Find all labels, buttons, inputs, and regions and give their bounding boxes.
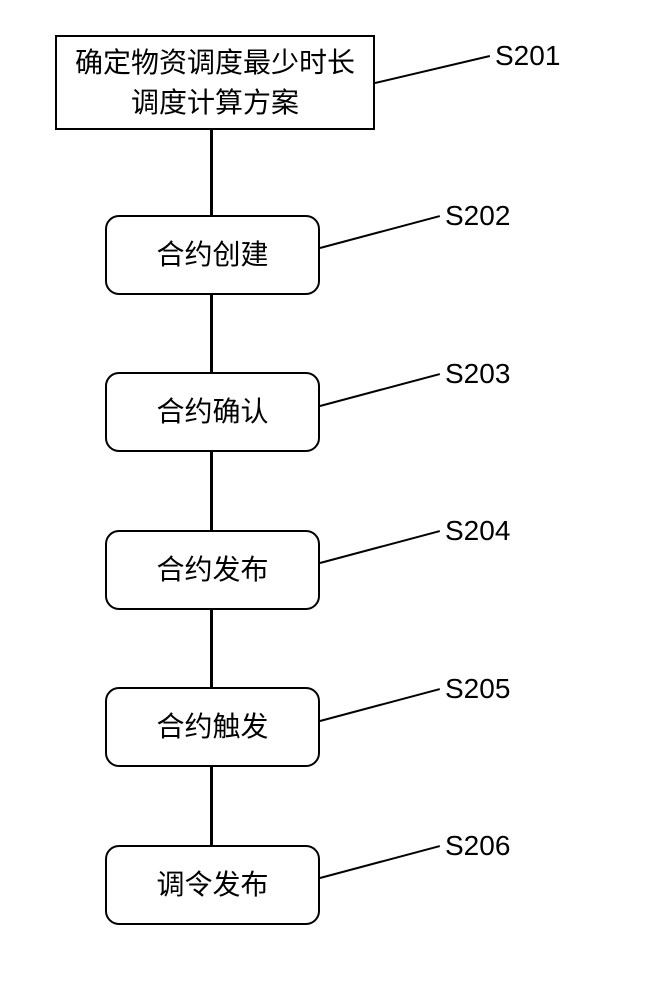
flowchart-node-text: 合约触发 bbox=[156, 707, 268, 746]
flowchart-label-line bbox=[320, 215, 441, 249]
flowchart-node-n1: 确定物资调度最少时长 调度计算方案 bbox=[55, 35, 375, 130]
flowchart-node-text: 调令发布 bbox=[156, 865, 268, 904]
flowchart-container: 确定物资调度最少时长 调度计算方案 S201 合约创建 S202 合约确认 S203 合约发… bbox=[0, 0, 659, 1000]
flowchart-node-n6: 调令发布 bbox=[105, 845, 320, 925]
flowchart-node-text: 合约发布 bbox=[156, 550, 268, 589]
flowchart-node-text: 合约创建 bbox=[156, 235, 268, 274]
flowchart-node-n5: 合约触发 bbox=[105, 687, 320, 767]
flowchart-connector bbox=[210, 130, 213, 215]
flowchart-step-label: S201 bbox=[495, 40, 560, 72]
flowchart-connector bbox=[210, 767, 213, 845]
flowchart-node-text: 确定物资调度最少时长 调度计算方案 bbox=[75, 43, 355, 121]
flowchart-connector bbox=[210, 295, 213, 372]
flowchart-step-label: S204 bbox=[445, 515, 510, 547]
flowchart-label-line bbox=[375, 55, 490, 84]
flowchart-label-line bbox=[320, 845, 441, 879]
flowchart-label-line bbox=[320, 530, 441, 564]
flowchart-step-label: S206 bbox=[445, 830, 510, 862]
flowchart-step-label: S203 bbox=[445, 358, 510, 390]
flowchart-label-line bbox=[320, 688, 441, 722]
flowchart-node-text: 合约确认 bbox=[156, 392, 268, 431]
flowchart-node-n3: 合约确认 bbox=[105, 372, 320, 452]
flowchart-connector bbox=[210, 452, 213, 530]
flowchart-step-label: S205 bbox=[445, 673, 510, 705]
flowchart-step-label: S202 bbox=[445, 200, 510, 232]
flowchart-label-line bbox=[320, 373, 441, 407]
flowchart-node-n2: 合约创建 bbox=[105, 215, 320, 295]
flowchart-connector bbox=[210, 610, 213, 687]
flowchart-node-n4: 合约发布 bbox=[105, 530, 320, 610]
